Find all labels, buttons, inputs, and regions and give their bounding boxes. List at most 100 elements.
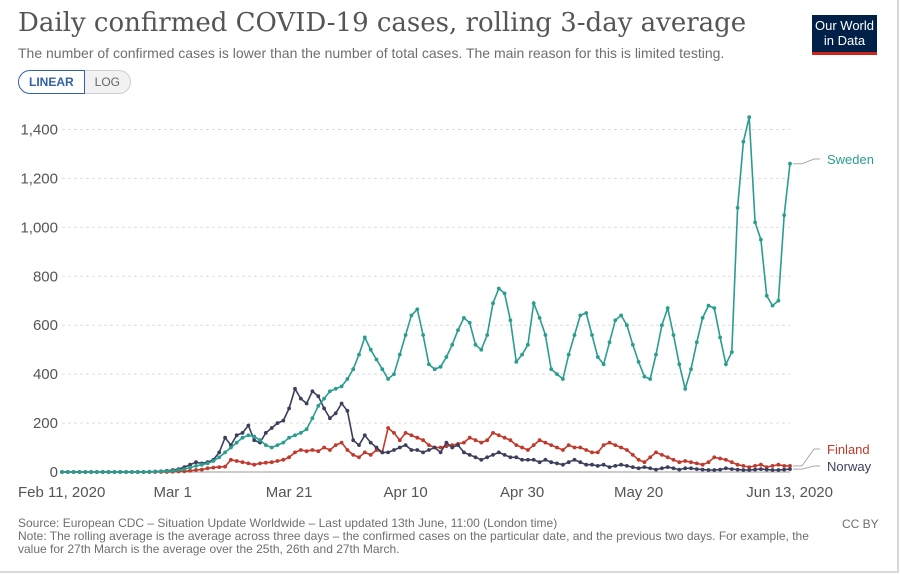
series-finland[interactable] [60, 426, 792, 474]
sweden-point [229, 445, 233, 450]
finland-point [502, 435, 507, 440]
y-tick-label: 200 [33, 415, 58, 432]
y-tick-label: 1,000 [20, 219, 58, 236]
norway-point [607, 465, 612, 469]
norway-point [788, 467, 792, 471]
finland-point [339, 440, 344, 445]
sweden-point [316, 404, 321, 408]
sweden-point [735, 205, 740, 210]
sweden-point [217, 455, 222, 460]
finland-point [438, 445, 443, 450]
sweden-point [479, 347, 484, 352]
sweden-point [607, 340, 612, 345]
finland-point [240, 460, 245, 465]
sweden-point [450, 342, 455, 347]
legend-label-finland[interactable]: Finland [827, 442, 870, 457]
norway-point [246, 423, 251, 428]
norway-point [729, 467, 734, 471]
finland-point [229, 457, 233, 462]
finland-point [607, 440, 612, 445]
sweden-point [298, 431, 303, 435]
finland-point [194, 468, 198, 472]
sweden-point [65, 470, 70, 474]
sweden-point [578, 313, 583, 318]
sweden-point [194, 464, 198, 468]
sweden-point [403, 333, 408, 337]
finland-point [654, 450, 658, 455]
sweden-point [712, 306, 717, 310]
norway-point [543, 457, 548, 462]
sweden-point [642, 374, 647, 379]
sweden-point [345, 377, 350, 381]
sweden-point [269, 445, 274, 450]
finland-point [531, 443, 536, 447]
finland-point [776, 462, 781, 467]
sweden-point [549, 367, 554, 372]
norway-point [782, 467, 787, 472]
linear-scale-button[interactable]: LINEAR [18, 70, 85, 94]
sweden-point [392, 372, 396, 376]
sweden-point [240, 435, 245, 440]
norway-point [625, 464, 629, 468]
norway-point [316, 394, 321, 399]
finland-point [467, 435, 472, 440]
sweden-point [421, 333, 425, 337]
log-scale-button[interactable]: LOG [84, 70, 132, 94]
finland-point [735, 462, 740, 467]
sweden-point [118, 470, 123, 474]
note-text: Note: The rolling average is the average… [18, 529, 809, 556]
norway-point [555, 461, 559, 466]
series-norway[interactable] [60, 386, 792, 474]
finland-point [269, 460, 274, 465]
sweden-point [71, 470, 76, 474]
norway-point [269, 426, 274, 430]
norway-point [351, 438, 356, 443]
chart-footer: Source: European CDC – Situation Update … [18, 517, 818, 556]
norway-point [526, 457, 530, 462]
legend-label-sweden[interactable]: Sweden [827, 152, 874, 167]
finland-point [281, 457, 286, 462]
finland-point [234, 459, 239, 463]
sweden-point [386, 377, 390, 381]
finland-point [578, 445, 583, 450]
finland-point [351, 453, 356, 457]
finland-point [397, 438, 402, 443]
norway-point [502, 453, 507, 457]
finland-point [660, 453, 664, 457]
owid-logo[interactable]: Our World in Data [812, 15, 877, 55]
sweden-point [159, 469, 163, 474]
norway-point [456, 443, 460, 447]
finland-point [328, 448, 332, 452]
norway-point [496, 450, 501, 455]
series-sweden[interactable] [60, 115, 792, 474]
y-tick-label: 800 [33, 268, 58, 285]
sweden-point [770, 303, 775, 308]
finland-point [584, 448, 589, 452]
sweden-point [188, 465, 193, 470]
sweden-point [648, 377, 653, 381]
norway-point [636, 466, 641, 471]
sweden-point [124, 470, 128, 474]
sweden-point [304, 427, 309, 432]
sweden-point [252, 434, 257, 439]
sweden-point [275, 443, 280, 447]
sweden-point [543, 333, 548, 337]
legend-label-norway[interactable]: Norway [827, 459, 872, 474]
norway-point [776, 468, 781, 472]
y-tick-label: 600 [33, 317, 58, 334]
sweden-point [462, 316, 466, 320]
finland-point [753, 464, 757, 468]
sweden-point [89, 470, 93, 474]
norway-point [753, 467, 757, 472]
norway-point [642, 465, 647, 469]
license-link[interactable]: CC BY [842, 517, 879, 531]
sweden-point [706, 303, 711, 308]
norway-point [432, 445, 437, 450]
sweden-point [281, 440, 286, 445]
finland-point [275, 459, 280, 463]
x-tick-label: Mar 21 [266, 484, 313, 501]
sweden-point [83, 470, 88, 474]
x-tick-label: Feb 11, 2020 [18, 484, 105, 501]
norway-point [694, 467, 699, 471]
